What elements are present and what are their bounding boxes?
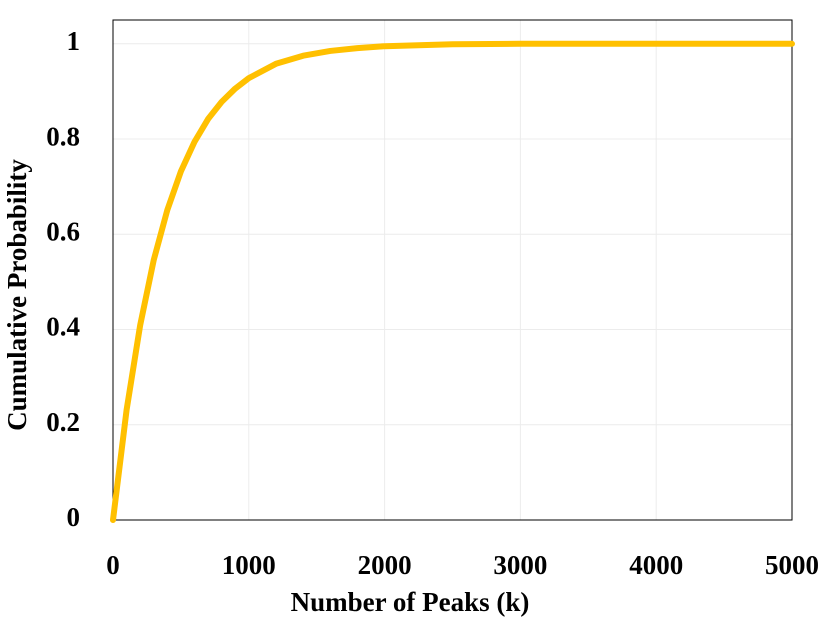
x-tick-label: 4000 <box>629 550 683 580</box>
y-tick-label: 0.6 <box>46 216 80 246</box>
x-axis-label: Number of Peaks (k) <box>291 587 530 617</box>
x-tick-label: 0 <box>106 550 120 580</box>
x-tick-label: 3000 <box>493 550 547 580</box>
plot-frame <box>112 19 793 521</box>
x-tick-label: 2000 <box>358 550 412 580</box>
y-axis-label: Cumulative Probability <box>2 159 32 431</box>
y-tick-label: 0.4 <box>46 312 80 342</box>
data-line <box>110 40 795 523</box>
y-tick-label: 1 <box>67 26 81 56</box>
y-tick-label: 0.2 <box>46 407 80 437</box>
y-tick-label: 0 <box>67 502 81 532</box>
y-tick-label: 0.8 <box>46 121 80 151</box>
x-tick-label: 1000 <box>222 550 276 580</box>
x-tick-label: 5000 <box>765 550 819 580</box>
